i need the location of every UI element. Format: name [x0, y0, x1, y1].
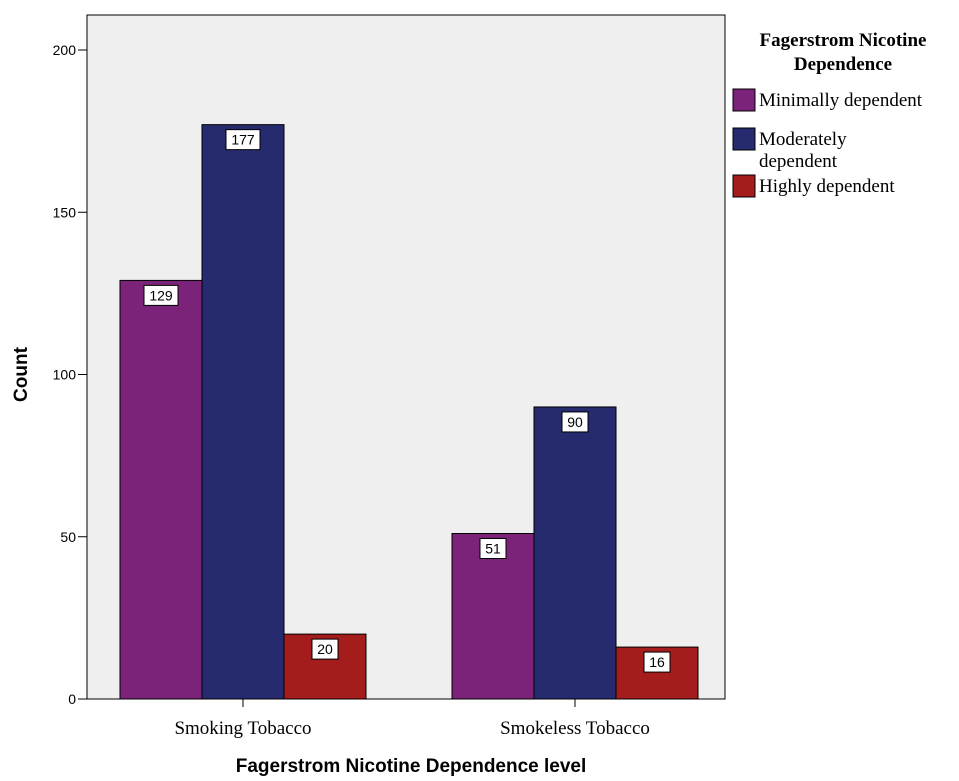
bar	[201, 124, 285, 700]
x-axis-title: Fagerstrom Nicotine Dependence level	[236, 756, 587, 777]
bar	[533, 406, 617, 700]
y-tick-label: 100	[53, 367, 77, 383]
data-label-box	[479, 538, 507, 560]
legend-label: Minimally dependent	[759, 90, 923, 111]
legend-swatch	[732, 88, 756, 112]
legend-swatch	[732, 174, 756, 198]
legend-label: dependent	[759, 151, 838, 172]
data-labels: 129 177 20 51 90 16	[143, 129, 671, 673]
x-tick-label: Smokeless Tobacco	[500, 718, 650, 739]
y-axis-title: Count	[11, 346, 32, 402]
bars	[119, 124, 699, 700]
bar	[615, 646, 699, 700]
legend-label: Highly dependent	[759, 176, 895, 197]
legend-title: Dependence	[794, 54, 892, 75]
data-label: 90	[567, 414, 583, 430]
y-tick-label: 150	[53, 204, 77, 220]
data-label-box	[143, 284, 179, 306]
legend-title: Fagerstrom Nicotine	[760, 30, 927, 51]
y-tick-label: 0	[68, 691, 76, 707]
data-label: 51	[485, 541, 501, 557]
data-label-box	[643, 651, 671, 673]
data-label: 129	[149, 287, 173, 303]
data-label: 177	[231, 132, 255, 148]
x-axis: Smoking Tobacco Smokeless Tobacco	[174, 699, 650, 739]
x-tick-label: Smoking Tobacco	[174, 718, 311, 739]
data-label: 16	[649, 654, 665, 670]
bar	[119, 279, 203, 700]
legend: Fagerstrom Nicotine Dependence Minimally d…	[732, 30, 927, 198]
legend-label: Moderately	[759, 129, 847, 150]
bar	[451, 533, 535, 700]
data-label-box	[311, 638, 339, 660]
y-tick-label: 50	[60, 529, 76, 545]
data-label-box	[561, 411, 589, 433]
legend-swatch	[732, 127, 756, 151]
data-label-box	[225, 129, 261, 151]
y-axis: 0 50 100 150 200	[53, 42, 87, 707]
y-tick-label: 200	[53, 42, 77, 58]
data-label: 20	[317, 641, 333, 657]
